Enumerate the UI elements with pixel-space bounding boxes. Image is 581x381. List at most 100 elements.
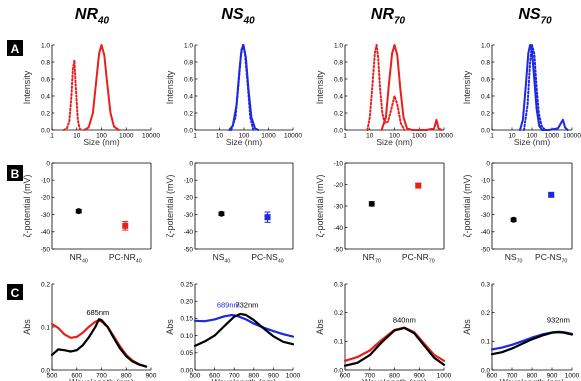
y-axis-label: Abs: [165, 319, 175, 335]
x-axis-label: Wavelength (nm): [212, 377, 277, 381]
y-axis-label: ζ-potential (mV): [165, 175, 175, 238]
y-tick-label: -50: [481, 246, 491, 253]
x-tick-label: 1000: [412, 133, 427, 140]
y-tick-label: 0.6: [334, 76, 343, 83]
series-line: [83, 44, 120, 131]
x-tick-label: 1: [343, 133, 347, 140]
x-category-label-base: PC-NS: [251, 252, 278, 262]
x-category-label-sub: 70: [561, 258, 567, 264]
row-label-b: B: [7, 165, 23, 181]
row-label-a: A: [7, 40, 23, 56]
x-tick-label: 100: [527, 133, 538, 140]
x-tick-label: 10: [366, 133, 374, 140]
x-tick-label: 10: [508, 133, 516, 140]
x-tick-label: 600: [209, 373, 220, 380]
x-axis-label: Wavelength (nm): [362, 377, 427, 381]
x-category-label: NS40: [213, 252, 231, 264]
sample-title-base: NR: [75, 6, 99, 23]
y-tick-label: 1.0: [184, 42, 193, 49]
x-category-label: PC-NS40: [251, 252, 283, 264]
x-tick-label: 600: [71, 373, 82, 380]
y-tick-label: 0.2: [41, 281, 50, 288]
x-tick-label: 1000: [286, 373, 301, 380]
row-label-box: [7, 165, 23, 181]
y-tick-label: -20: [481, 195, 491, 202]
sample-title: NR40: [75, 6, 110, 26]
y-tick-label: 0.2: [184, 110, 193, 117]
row-label-text: A: [11, 42, 20, 56]
x-tick-label: 10000: [142, 133, 160, 140]
data-point: [122, 222, 129, 229]
x-category-label-sub: 40: [224, 258, 230, 264]
y-tick-label: 0.0: [334, 127, 343, 134]
x-category-label-base: PC-NR: [402, 252, 429, 262]
x-axis-label: Size (nm): [376, 137, 413, 147]
y-tick-label: -40: [41, 229, 51, 236]
y-tick-label: 0.2: [41, 110, 50, 117]
y-tick-label: -40: [481, 229, 491, 236]
y-tick-label: 0.1: [481, 339, 490, 346]
chart-b-ns40: 0 -10 -20 -30 -40 -50 ζ-potential (mV): [165, 160, 294, 253]
y-tick-label: -10: [334, 160, 344, 167]
y-tick-label: -40: [334, 225, 344, 232]
chart-c-nr70: 0.0 0.1 0.2 0.3 Abs 600 700 800 900 1000 Wavelengt…: [315, 281, 452, 381]
x-tick-label: 600: [340, 373, 351, 380]
x-tick-label: 800: [527, 373, 538, 380]
x-tick-label: 1: [50, 133, 54, 140]
y-tick-label: -10: [41, 178, 51, 185]
y-axis-label: Abs: [315, 319, 325, 335]
x-category-label: NR70: [363, 252, 381, 264]
series-line: [490, 330, 574, 351]
y-tick-label: 0.2: [481, 110, 490, 117]
y-tick-label: 0.8: [184, 59, 193, 66]
y-tick-label: -40: [184, 229, 194, 236]
x-tick-label: 10: [73, 133, 81, 140]
x-category-label: NR40: [70, 252, 88, 264]
x-tick-label: 700: [229, 373, 240, 380]
peak-annotation: 685nm: [86, 308, 109, 317]
y-tick-label: -50: [41, 246, 51, 253]
chart-c-nr40: 0.0 0.1 0.2 Abs 500 600 700 800 900 Wavelength (n…: [22, 281, 157, 381]
y-tick-label: -50: [334, 246, 344, 253]
y-axis-label: Intensity: [22, 70, 32, 104]
x-tick-label: 900: [414, 373, 425, 380]
y-tick-label: 0.05: [180, 350, 193, 357]
data-point: [415, 182, 422, 189]
series-line: [50, 318, 148, 368]
data-point: [75, 208, 82, 215]
y-tick-label: 0.8: [481, 59, 490, 66]
x-tick-label: 900: [146, 373, 157, 380]
y-axis-label: ζ-potential (mV): [462, 175, 472, 238]
data-point: [264, 214, 271, 221]
chart-a-ns70: 0.0 0.2 0.4 0.6 0.8 1.0 Intensity 1 10 100 1000 100…: [462, 42, 581, 147]
series-line: [366, 44, 406, 131]
x-tick-label: 800: [121, 373, 132, 380]
x-tick-label: 900: [547, 373, 558, 380]
sample-title-sub: 70: [394, 15, 406, 26]
y-tick-label: 0.4: [334, 93, 343, 100]
x-category-label: NS70: [505, 252, 523, 264]
x-axis-label: Wavelength (nm): [500, 377, 565, 381]
chart-c-ns70: 0.0 0.1 0.2 0.3 Abs 600 700 800 900 1000Wavelengt…: [462, 281, 580, 381]
y-tick-label: 0.00: [180, 367, 193, 374]
y-tick-label: 0.1: [41, 324, 50, 331]
x-tick-label: 1: [490, 133, 494, 140]
y-tick-label: -30: [481, 212, 491, 219]
x-tick-label: 700: [96, 373, 107, 380]
x-category-label-sub: 70: [375, 258, 381, 264]
x-tick-label: 900: [268, 373, 279, 380]
y-tick-label: -30: [184, 212, 194, 219]
row-label-text: C: [11, 286, 20, 300]
y-axis-label: Abs: [462, 319, 472, 335]
series-line: [380, 44, 443, 131]
sample-title-base: NS: [221, 6, 244, 23]
y-tick-label: 0.10: [180, 333, 193, 340]
sample-title-sub: 40: [97, 15, 110, 26]
x-tick-label: 500: [47, 373, 58, 380]
y-tick-label: 0.3: [481, 281, 490, 288]
x-axis-label: Size (nm): [83, 137, 120, 147]
x-category-label: PC-NR40: [109, 252, 142, 264]
y-tick-label: 0.6: [481, 76, 490, 83]
y-axis-label: Intensity: [462, 70, 472, 104]
y-tick-label: 0.0: [184, 127, 193, 134]
